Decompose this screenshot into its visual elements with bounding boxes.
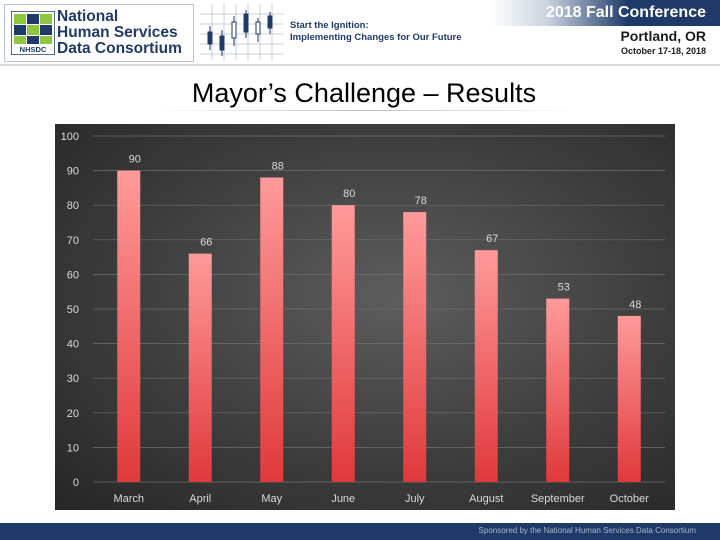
- data-label-august: 67: [486, 233, 498, 245]
- title-divider: [150, 110, 580, 111]
- tagline-line1: Start the Ignition:: [290, 20, 369, 31]
- bar-june: [331, 205, 355, 482]
- bar-chart: 0 10 20 30 40 50 60 70 80 90 100 90 March 66 April 88 Ma…: [55, 124, 675, 510]
- bar-august: [474, 250, 498, 482]
- data-label-september: 53: [558, 282, 570, 294]
- conference-banner: NHSDC National Human Services Data Conso…: [0, 0, 720, 66]
- conference-title: 2018 Fall Conference: [545, 4, 706, 21]
- logo-abbr: NHSDC: [20, 45, 47, 54]
- bar-chart-canvas: 0 10 20 30 40 50 60 70 80 90 100 90 March 66 April 88 Ma…: [61, 131, 665, 505]
- slide-title: Mayor’s Challenge – Results: [191, 78, 537, 108]
- bar-october: [617, 315, 641, 482]
- x-tick-label-april: April: [189, 493, 211, 505]
- x-tick-label-june: June: [331, 493, 355, 505]
- conference-dates: October 17-18, 2018: [620, 46, 706, 56]
- data-label-july: 78: [415, 195, 427, 207]
- x-tick-label-august: August: [469, 493, 503, 505]
- nhsdc-logo: NHSDC National Human Services Data Conso…: [4, 4, 194, 62]
- data-label-april: 66: [200, 237, 212, 249]
- data-label-june: 80: [343, 188, 355, 200]
- tagline-line2: Implementing Changes for Our Future: [290, 32, 462, 43]
- bar-march: [117, 170, 141, 482]
- org-name: National Human Services Data Consortium: [57, 9, 191, 57]
- org-name-line1: National: [57, 8, 119, 25]
- y-tick-label: 70: [67, 235, 79, 247]
- bar-july: [403, 212, 427, 482]
- y-tick-label: 0: [73, 477, 79, 489]
- y-tick-label: 80: [67, 200, 79, 212]
- x-tick-label-october: October: [610, 493, 649, 505]
- x-tick-label-september: September: [531, 493, 585, 505]
- y-tick-label: 100: [61, 131, 79, 143]
- nhsdc-logo-mark: NHSDC: [11, 11, 55, 55]
- bar-may: [260, 177, 284, 482]
- y-tick-label: 30: [67, 373, 79, 385]
- data-label-october: 48: [629, 299, 641, 311]
- footer-bar: Sponsored by the National Human Services…: [0, 523, 720, 540]
- data-label-may: 88: [272, 161, 284, 173]
- x-tick-label-july: July: [405, 493, 425, 505]
- conference-title-bar: [490, 0, 720, 26]
- candlestick-graph-icon: [200, 4, 284, 60]
- data-label-march: 90: [129, 154, 141, 166]
- bar-april: [188, 253, 212, 482]
- x-tick-label-march: March: [113, 493, 144, 505]
- sponsor-text: Sponsored by the National Human Services…: [478, 526, 696, 535]
- bar-september: [546, 298, 570, 482]
- y-tick-label: 40: [67, 339, 79, 351]
- x-tick-label-may: May: [261, 493, 282, 505]
- y-tick-label: 20: [67, 408, 79, 420]
- conference-city: Portland, OR: [620, 28, 706, 44]
- y-tick-label: 60: [67, 269, 79, 281]
- y-tick-label: 50: [67, 304, 79, 316]
- conference-tagline: Start the Ignition: Implementing Changes…: [290, 20, 500, 44]
- y-tick-label: 90: [67, 166, 79, 178]
- org-name-line2: Human Services: [57, 24, 178, 41]
- org-name-line3: Data Consortium: [57, 40, 182, 57]
- y-tick-label: 10: [67, 442, 79, 454]
